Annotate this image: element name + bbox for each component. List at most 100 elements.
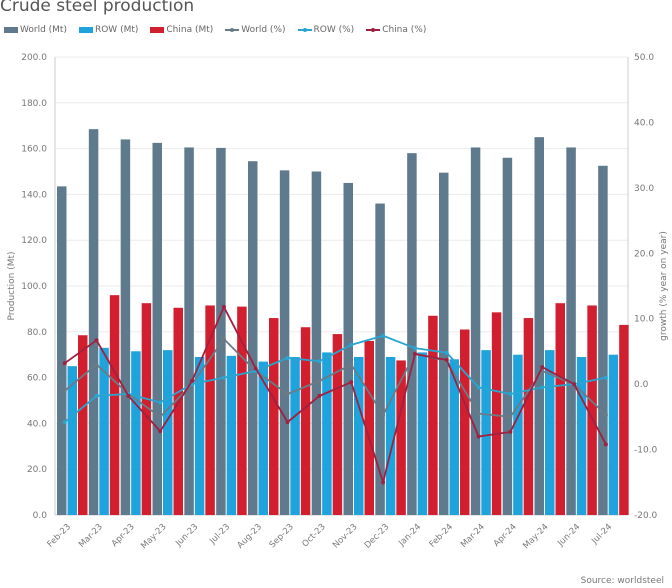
bar-china [173,307,183,515]
line-point [126,393,131,398]
line-point [381,480,386,485]
legend-swatch [4,27,18,33]
bar-china [460,329,470,515]
bar-world [279,170,290,516]
x-tick-label: Dec-23 [363,522,392,551]
x-tick-label: Mar-24 [459,522,487,550]
y2-tick-label: 40.0 [634,118,654,128]
x-tick-label: Feb-24 [428,522,456,550]
bar-row [67,366,77,515]
line-point [317,393,322,398]
line-point [190,378,195,383]
line-point [349,380,354,385]
line-point [253,366,258,371]
y-tick-label: 100.0 [21,282,47,292]
bar-row [290,356,300,515]
bar-china [491,312,502,515]
x-tick-label: Apr-24 [492,522,519,549]
bar-row [258,361,268,515]
chart-title: Crude steel production [0,0,195,16]
bar-world [534,137,544,515]
bar-world [470,147,481,515]
y-tick-label: 200.0 [21,53,47,63]
legend: World (Mt) ROW (Mt) China (Mt) World (%) ROW… [4,25,426,35]
bar-world [311,171,322,515]
legend-item: World (%) [225,25,286,35]
line-point [94,362,99,367]
line-point [317,359,322,364]
x-tick-label: Feb-23 [46,522,74,550]
y2-tick-label: 10.0 [634,315,654,325]
bar-world [375,203,385,515]
line-point [603,375,608,380]
legend-line [225,27,240,32]
bar-row [99,347,109,515]
line-point [381,412,386,417]
bar-china [587,305,597,515]
line-point [508,429,513,434]
line-point [476,385,481,390]
y2-tick-label: 50.0 [634,53,654,63]
x-tick-label: Mar-23 [77,522,105,550]
line-point [603,412,608,417]
line-point [62,388,67,393]
y-tick-label: 60.0 [27,374,47,384]
bar-china [237,306,247,515]
bar-china [141,303,152,515]
legend-item: World (Mt) [4,25,67,35]
legend-label: World (%) [241,25,286,35]
bar-row [226,355,237,515]
line-point [603,442,608,447]
bar-row [131,351,141,515]
line-point [381,333,386,338]
bar-china [428,315,438,515]
bar-row [576,356,587,515]
bar-world [407,153,417,515]
line-point [412,352,417,357]
bar-world [439,172,449,515]
line-point [476,411,481,416]
x-tick-label: Jun-24 [555,522,582,549]
line-point [285,391,290,396]
bar-world [152,142,162,515]
line-point [285,420,290,425]
bar-china [269,318,279,515]
bar-world [343,182,353,515]
legend-swatch [150,27,165,33]
legend-line [297,27,312,32]
line-china [64,304,607,486]
line-point [158,429,163,434]
bar-world [120,139,131,515]
legend-swatch [78,27,93,33]
legend-label: China (%) [382,25,427,35]
bar-row [385,356,396,515]
bar-world [216,147,226,515]
line-row [64,334,607,423]
line-point [94,338,99,343]
bar-china [555,303,565,515]
bar-china [364,340,374,515]
line-point [412,346,417,351]
bar-row [163,350,173,515]
bar-world [598,165,608,515]
line-point [540,385,545,390]
bar-china [78,335,88,515]
bar-china [205,305,215,515]
line-point [221,375,226,380]
bar-row [417,352,428,515]
x-tick-label: Oct-23 [300,522,327,549]
y2-tick-label: 20.0 [634,249,654,259]
bar-row [608,354,619,515]
bar-row [354,356,364,515]
x-tick-label: Nov-23 [331,522,359,550]
legend-line [366,27,381,32]
line-point [221,304,226,309]
bar-row [513,354,523,515]
legend-label: World (Mt) [20,25,67,35]
y2-tick-label: 30.0 [634,184,654,194]
line-point [349,362,354,367]
line-point [540,365,545,370]
bar-china [523,318,534,515]
y-tick-label: 40.0 [27,419,47,429]
